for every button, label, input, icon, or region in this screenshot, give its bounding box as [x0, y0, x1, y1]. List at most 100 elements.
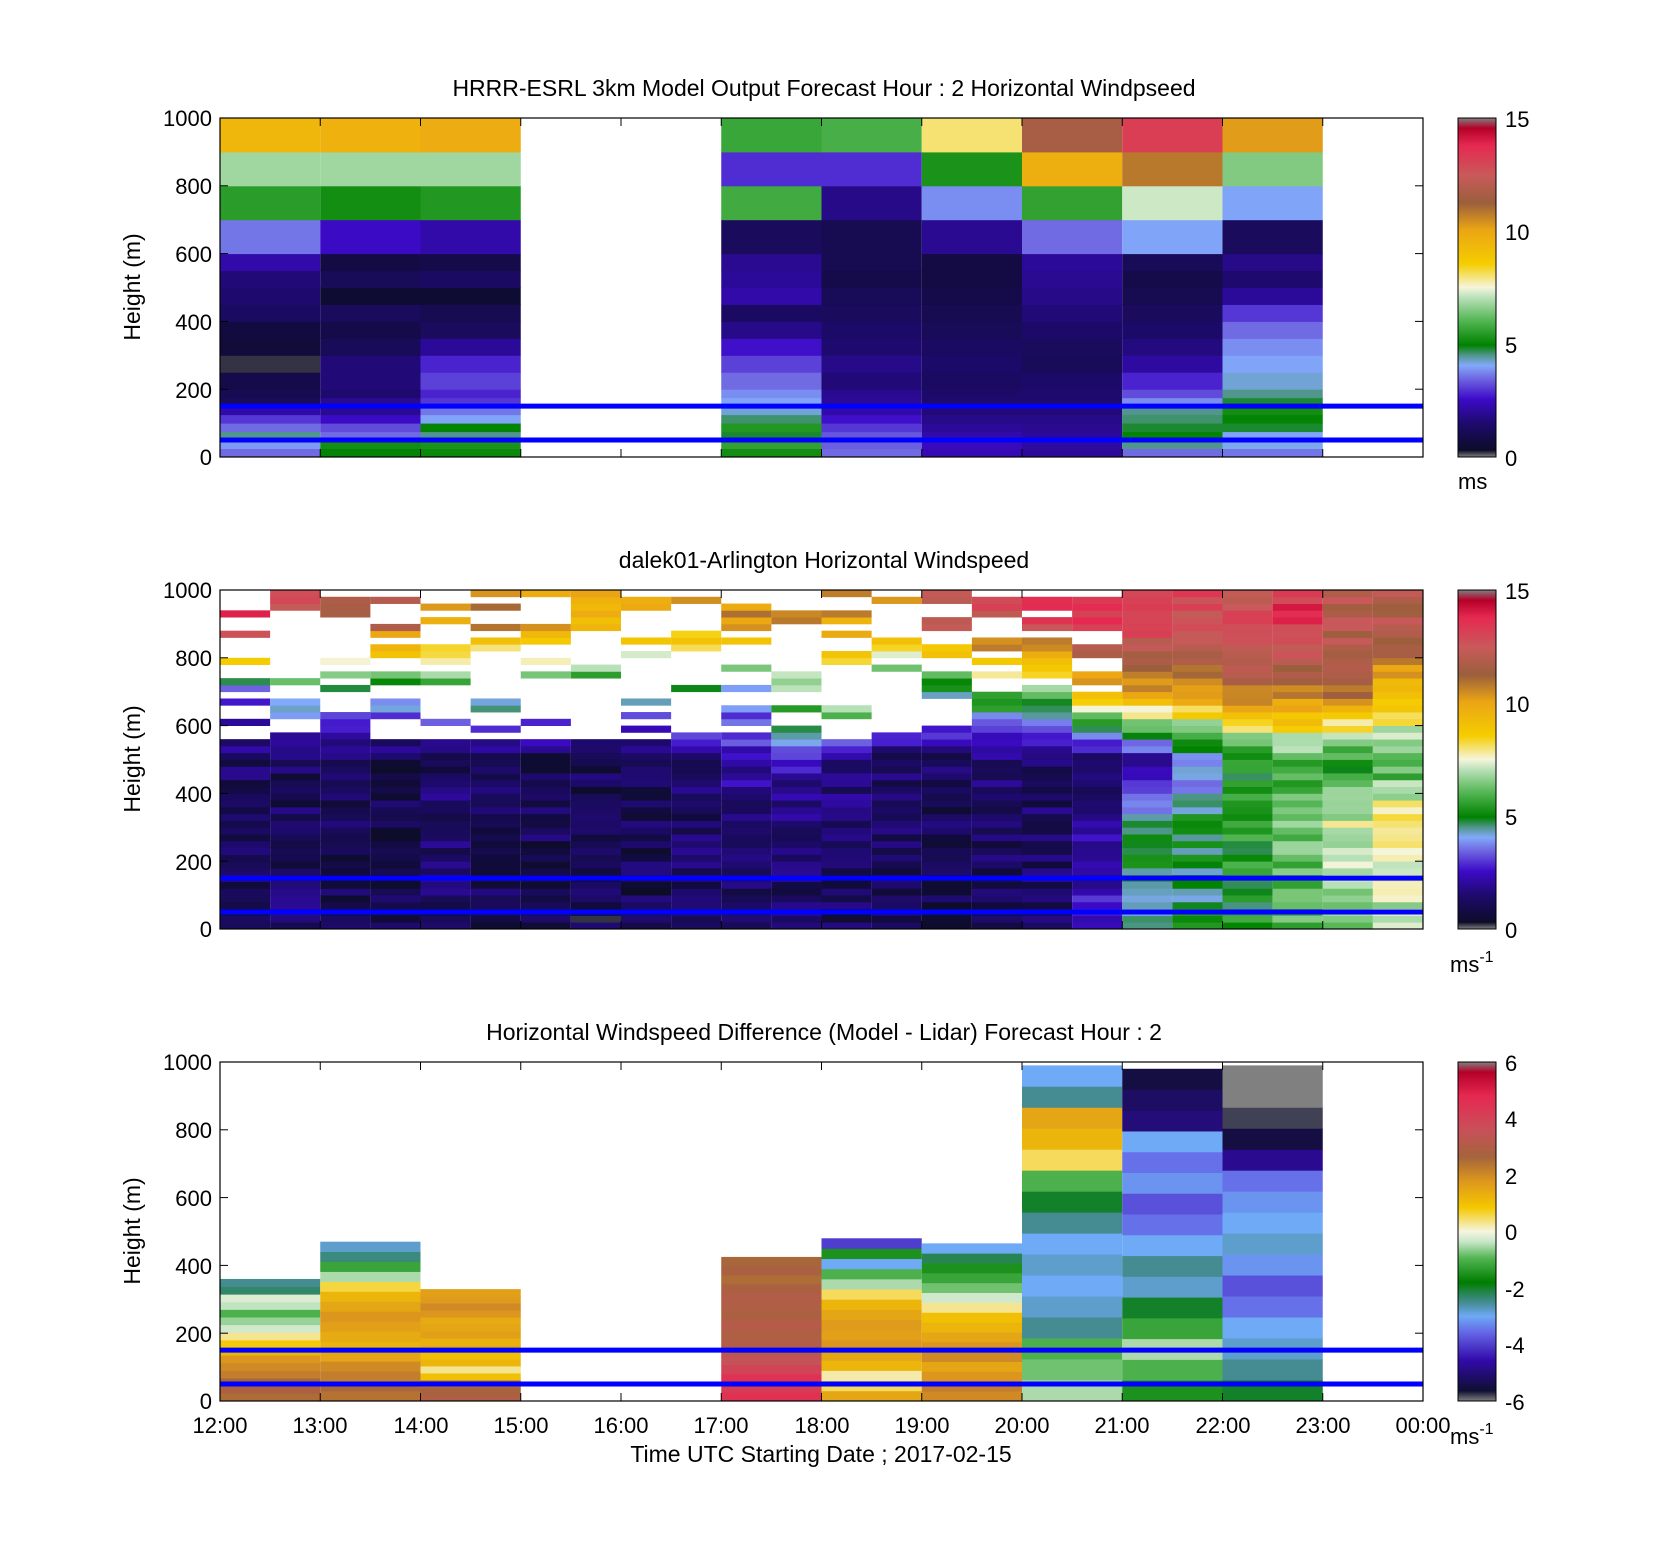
heatmap-cell: [1322, 786, 1373, 794]
heatmap-cell: [420, 440, 521, 450]
heatmap-cell: [220, 827, 271, 835]
heatmap-cell: [1222, 304, 1323, 322]
heatmap-cell: [871, 827, 922, 835]
heatmap-cell: [520, 861, 571, 869]
heatmap-cell: [320, 414, 421, 424]
heatmap-cell: [520, 745, 571, 754]
heatmap-cell: [220, 270, 321, 288]
heatmap-cell: [1022, 854, 1073, 862]
heatmap-cell: [1222, 1275, 1323, 1297]
heatmap-cell: [971, 637, 1022, 645]
heatmap-cell: [1322, 800, 1373, 808]
heatmap-cell: [220, 867, 271, 876]
y-tick-label: 0: [200, 445, 212, 470]
heatmap-cell: [220, 779, 271, 788]
heatmap-cell: [320, 847, 371, 855]
heatmap-cell: [270, 847, 321, 855]
heatmap-cell: [1372, 861, 1423, 869]
heatmap-cell: [1122, 397, 1223, 407]
heatmap-cell: [420, 1289, 521, 1297]
heatmap-cell: [771, 881, 822, 889]
heatmap-cell: [1222, 185, 1323, 221]
heatmap-cell: [971, 834, 1022, 842]
heatmap-cell: [220, 820, 271, 828]
heatmap-cell: [971, 773, 1022, 781]
heatmap-cell: [1022, 253, 1123, 272]
heatmap-cell: [1122, 151, 1223, 187]
heatmap-cell: [320, 1281, 421, 1292]
heatmap-cell: [921, 766, 972, 774]
heatmap-cell: [671, 684, 722, 693]
heatmap-cell: [1222, 895, 1273, 903]
heatmap-cell: [1022, 698, 1073, 706]
heatmap-cell: [320, 657, 371, 665]
x-tick-label: 17:00: [693, 1413, 748, 1438]
heatmap-cell: [520, 657, 571, 665]
heatmap-cell: [671, 630, 722, 638]
heatmap-cell: [470, 752, 521, 760]
heatmap-cell: [420, 847, 471, 855]
heatmap-cell: [220, 922, 271, 930]
panel-difference-y-axis-label: Height (m): [119, 1177, 145, 1284]
heatmap-cell: [370, 854, 421, 862]
heatmap-cell: [470, 590, 521, 598]
heatmap-cell: [1172, 800, 1223, 808]
heatmap-cell: [420, 813, 471, 821]
heatmap-cell: [621, 698, 672, 706]
heatmap-cell: [721, 684, 772, 693]
heatmap-cell: [771, 915, 822, 923]
heatmap-cell: [871, 637, 922, 645]
heatmap-cell: [220, 1393, 321, 1402]
heatmap-cell: [671, 861, 722, 869]
heatmap-cell: [1122, 630, 1173, 638]
heatmap-cell: [570, 840, 621, 849]
heatmap-cell: [821, 1289, 922, 1300]
heatmap-cell: [520, 590, 571, 598]
heatmap-cell: [270, 752, 321, 760]
y-tick-label: 200: [175, 1322, 212, 1347]
heatmap-cell: [270, 820, 321, 828]
heatmap-cell: [1172, 861, 1223, 869]
heatmap-cell: [1172, 603, 1223, 611]
heatmap-cell: [721, 414, 822, 424]
heatmap-cell: [320, 712, 371, 720]
heatmap-cell: [1222, 684, 1273, 693]
heatmap-cell: [320, 185, 421, 221]
heatmap-cell: [220, 759, 271, 767]
heatmap-cell: [821, 630, 872, 638]
heatmap-cell: [821, 338, 922, 356]
heatmap-cell: [671, 854, 722, 862]
heatmap-cell: [921, 270, 1022, 288]
heatmap-cell: [1072, 861, 1123, 869]
heatmap-cell: [771, 610, 822, 618]
heatmap-cell: [1272, 922, 1323, 930]
heatmap-cell: [1122, 895, 1173, 903]
colorbar-tick-label: -4: [1505, 1333, 1525, 1358]
heatmap-cell: [1322, 684, 1373, 693]
colorbar-tick-label: 10: [1505, 692, 1529, 717]
heatmap-cell: [1222, 678, 1273, 686]
heatmap-cell: [971, 691, 1022, 699]
heatmap-cell: [220, 304, 321, 322]
heatmap-cell: [921, 827, 972, 835]
heatmap-cell: [1072, 813, 1123, 821]
heatmap-cell: [420, 1352, 521, 1360]
heatmap-cell: [971, 786, 1022, 794]
heatmap-cell: [971, 779, 1022, 788]
y-tick-label: 400: [175, 1254, 212, 1279]
heatmap-cell: [420, 1296, 521, 1304]
heatmap-cell: [220, 1317, 321, 1326]
heatmap-cell: [1222, 355, 1323, 373]
heatmap-cell: [671, 752, 722, 760]
heatmap-cell: [871, 888, 922, 896]
heatmap-cell: [520, 766, 571, 774]
heatmap-cell: [320, 610, 371, 618]
heatmap-cell: [1372, 623, 1423, 632]
heatmap-cell: [320, 603, 371, 611]
heatmap-cell: [320, 793, 371, 801]
heatmap-cell: [721, 617, 772, 625]
x-tick-label: 22:00: [1195, 1413, 1250, 1438]
heatmap-cell: [1222, 389, 1323, 399]
heatmap-cell: [570, 623, 621, 632]
heatmap-cell: [671, 867, 722, 876]
